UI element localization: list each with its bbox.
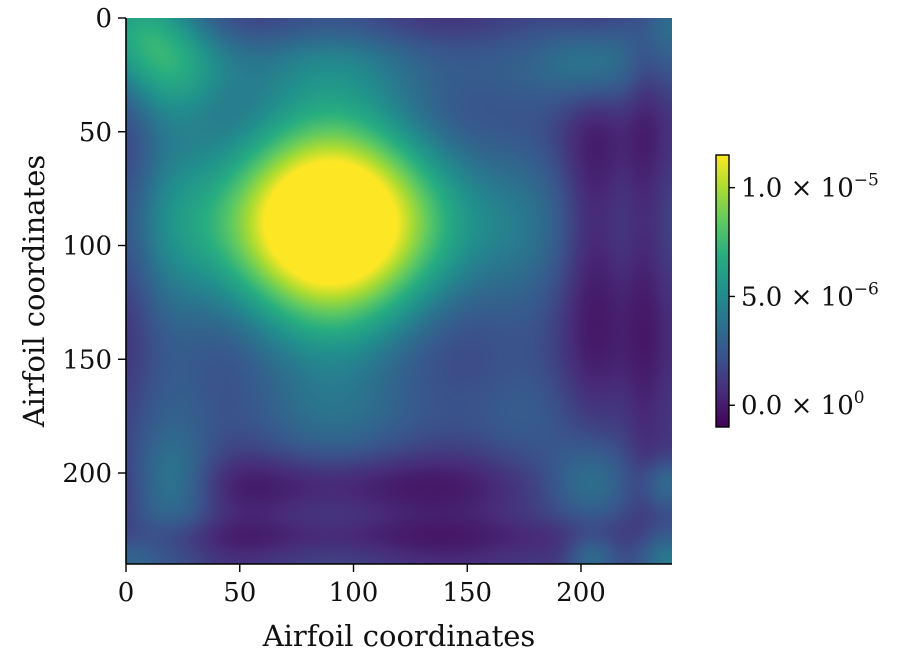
plot-area xyxy=(126,18,672,564)
y-tick-label: 100 xyxy=(62,232,112,262)
colorbar: 0.0 × 100 5.0 × 10−6 1.0 × 10−5 xyxy=(715,154,879,428)
x-tick-label: 0 xyxy=(118,578,135,608)
y-axis-ticks: 0 50 100 150 200 xyxy=(62,4,126,489)
y-tick-label: 50 xyxy=(79,118,112,148)
y-tick-label: 150 xyxy=(62,345,112,375)
y-axis-label: Airfoil coordinates xyxy=(17,155,51,429)
y-tick-label: 0 xyxy=(95,4,112,34)
colorbar-tick-label: 5.0 × 10−6 xyxy=(741,279,879,312)
x-tick-label: 200 xyxy=(556,578,606,608)
x-tick-label: 150 xyxy=(442,578,492,608)
x-tick-label: 100 xyxy=(329,578,379,608)
x-axis-label: Airfoil coordinates xyxy=(262,619,536,653)
colorbar-ticks: 0.0 × 100 5.0 × 10−6 1.0 × 10−5 xyxy=(729,171,879,421)
x-axis-ticks: 0 50 100 150 200 xyxy=(118,564,606,608)
colorbar-tick-label: 1.0 × 10−5 xyxy=(741,171,879,204)
x-tick-label: 50 xyxy=(223,578,256,608)
heatmap-field xyxy=(126,18,672,564)
y-tick-label: 200 xyxy=(62,459,112,489)
colorbar-tick-label: 0.0 × 100 xyxy=(741,388,865,421)
colorbar-gradient xyxy=(715,154,730,428)
